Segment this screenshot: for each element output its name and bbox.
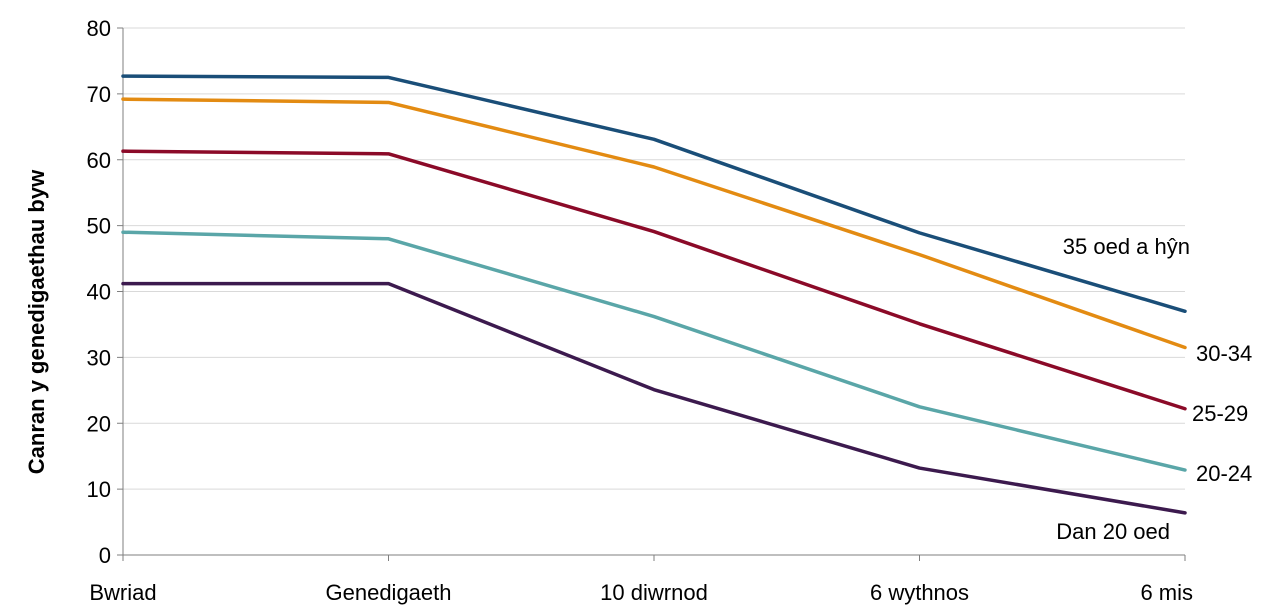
- series-line: [121, 149, 1187, 411]
- y-tick-label: 0: [99, 543, 111, 568]
- gridlines: [123, 27, 1185, 490]
- y-tick-label: 70: [87, 82, 111, 107]
- series-line: [121, 230, 1187, 472]
- y-axis-title: Canran y genedigaethau byw: [24, 169, 49, 474]
- series-label: 30-34: [1196, 341, 1252, 366]
- y-tick-label: 20: [87, 411, 111, 436]
- y-tick-label: 10: [87, 477, 111, 502]
- tick-labels: 0 10 20 30 40 50 60 70 80 Bwriad Genedigaeth 10 diw…: [87, 16, 1193, 605]
- y-tick-label: 30: [87, 345, 111, 370]
- series-label: 35 oed a hŷn: [1063, 234, 1190, 259]
- y-tick-label: 50: [87, 214, 111, 239]
- y-tick-label: 40: [87, 280, 111, 305]
- series-lines: [121, 74, 1187, 515]
- series-label: 25-29: [1192, 401, 1248, 426]
- series-line: [121, 97, 1187, 350]
- x-tick-label: 6 wythnos: [870, 580, 969, 605]
- series-label: 20-24: [1196, 461, 1252, 486]
- x-tick-label: 10 diwrnod: [600, 580, 708, 605]
- x-tick-label: 6 mis: [1140, 580, 1193, 605]
- series-labels: 35 oed a hŷn 30-34 25-29 20-24 Dan 20 oed: [1056, 234, 1252, 544]
- series-line: [121, 281, 1187, 515]
- series-line: [121, 74, 1187, 314]
- series-label: Dan 20 oed: [1056, 519, 1170, 544]
- x-tick-label: Bwriad: [89, 580, 156, 605]
- axes: [117, 27, 1186, 561]
- y-tick-label: 60: [87, 148, 111, 173]
- x-tick-label: Genedigaeth: [326, 580, 452, 605]
- y-tick-label: 80: [87, 16, 111, 41]
